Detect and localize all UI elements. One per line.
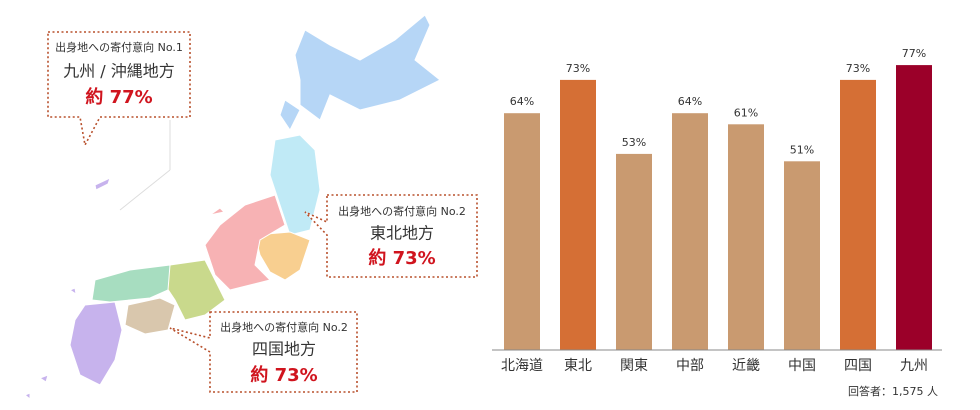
callout-2: 出身地への寄付意向 No.2 東北地方 約 73% bbox=[304, 194, 478, 278]
callout-1: 出身地への寄付意向 No.1 九州 / 沖縄地方 約 77% bbox=[47, 31, 191, 148]
callout-share: 約 77% bbox=[85, 86, 152, 108]
bar bbox=[560, 79, 596, 351]
x-tick-label: 九州 bbox=[900, 358, 928, 374]
japan-map bbox=[24, 14, 441, 401]
respondents-note: 回答者：1,575 人 bbox=[848, 384, 938, 398]
callout-heading: 出身地への寄付意向 No.1 bbox=[55, 40, 183, 54]
x-tick-label: 近畿 bbox=[732, 358, 760, 374]
callout-heading: 出身地への寄付意向 No.2 bbox=[338, 204, 466, 218]
callout-region: 四国地方 bbox=[252, 340, 316, 359]
callout-region: 東北地方 bbox=[370, 224, 434, 243]
value-label: 51% bbox=[790, 143, 814, 156]
bar bbox=[728, 124, 764, 350]
x-tick-label: 東北 bbox=[564, 358, 592, 374]
value-label: 77% bbox=[902, 47, 926, 60]
value-label: 64% bbox=[678, 95, 702, 108]
value-label: 61% bbox=[734, 106, 758, 119]
bar bbox=[784, 161, 820, 350]
x-tick-label: 中部 bbox=[676, 358, 704, 374]
callout-heading: 出身地への寄付意向 No.2 bbox=[220, 320, 348, 334]
x-tick-label: 北海道 bbox=[501, 358, 543, 374]
bar bbox=[840, 79, 876, 351]
callout-region: 九州 / 沖縄地方 bbox=[63, 62, 175, 81]
value-label: 73% bbox=[566, 62, 590, 75]
x-tick-label: 中国 bbox=[788, 358, 816, 374]
value-label: 64% bbox=[510, 95, 534, 108]
bar bbox=[504, 113, 540, 350]
value-label: 53% bbox=[622, 136, 646, 149]
callout-3: 出身地への寄付意向 No.2 四国地方 約 73% bbox=[169, 311, 358, 393]
callout-share: 約 73% bbox=[368, 247, 435, 269]
bar bbox=[616, 153, 652, 350]
bar bbox=[672, 113, 708, 350]
bar-chart: 64% 北海道 73% 東北 53% 関東 64% 中部 61% 近畿 51% 中国 73% 四国 77% 九… bbox=[492, 47, 942, 374]
bar bbox=[896, 65, 932, 350]
value-label: 73% bbox=[846, 62, 870, 75]
callout-share: 約 73% bbox=[250, 364, 317, 386]
x-tick-label: 関東 bbox=[620, 358, 648, 374]
x-tick-label: 四国 bbox=[844, 358, 872, 374]
